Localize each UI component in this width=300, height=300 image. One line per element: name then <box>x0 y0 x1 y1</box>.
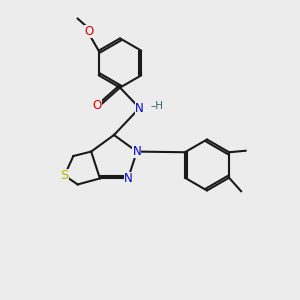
Text: N: N <box>135 101 144 115</box>
Text: –H: –H <box>151 100 164 111</box>
Text: N: N <box>124 172 133 185</box>
Text: O: O <box>85 25 94 38</box>
Text: N: N <box>133 145 141 158</box>
Text: O: O <box>92 99 101 112</box>
Text: S: S <box>60 169 69 182</box>
